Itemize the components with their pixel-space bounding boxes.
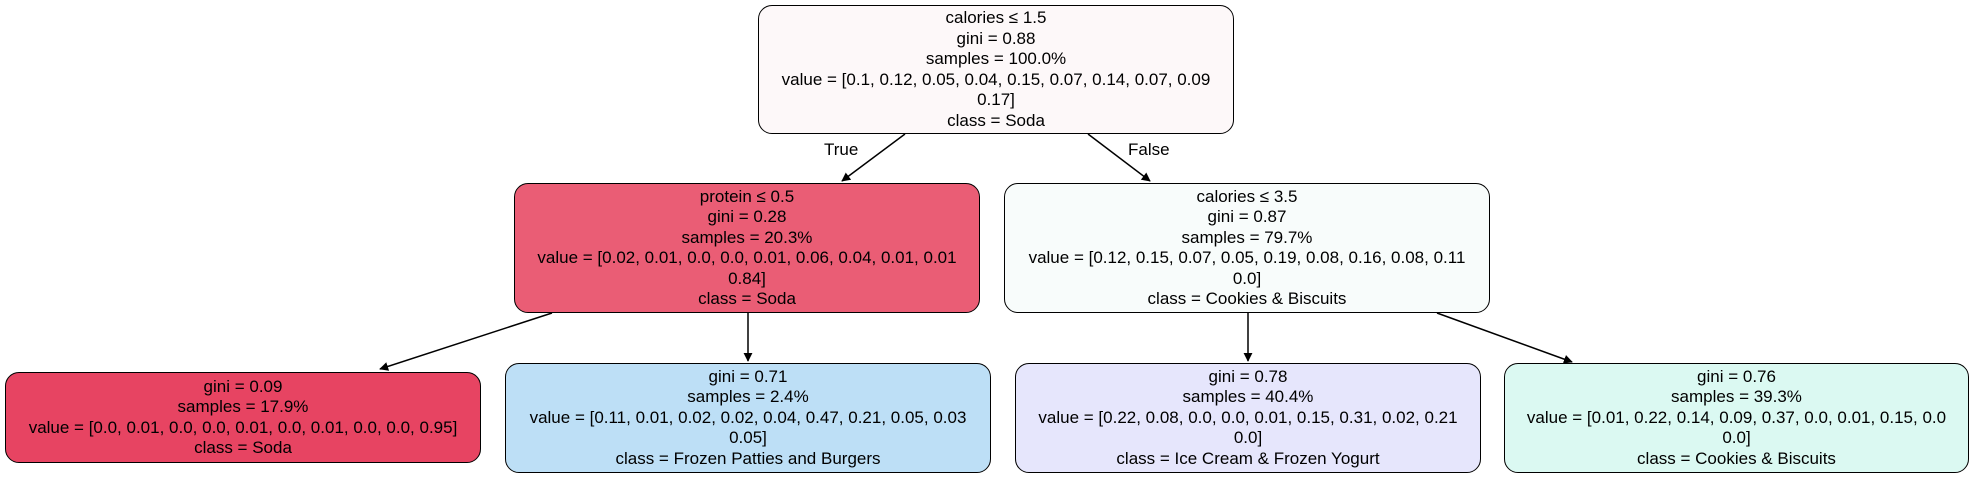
node-class: class = Soda (194, 438, 292, 457)
node-value: value = [0.12, 0.15, 0.07, 0.05, 0.19, 0… (1028, 248, 1466, 267)
node-class: class = Frozen Patties and Burgers (615, 448, 881, 468)
node-value-cont: 0.17] (977, 90, 1015, 109)
node-samples: samples = 79.7% (1181, 227, 1313, 247)
node-class: class = Ice Cream & Frozen Yogurt (1116, 448, 1380, 468)
node-value: value = [0.0, 0.01, 0.0, 0.0, 0.01, 0.0,… (28, 417, 458, 437)
tree-leaf-lr: gini = 0.71 samples = 2.4% value = [0.11… (505, 363, 991, 473)
node-value: value = [0.1, 0.12, 0.05, 0.04, 0.15, 0.… (781, 69, 1211, 89)
node-samples: samples = 39.3% (1671, 387, 1802, 407)
edge-root-left (841, 133, 906, 182)
node-gini: gini = 0.88 (956, 28, 1036, 48)
node-samples: samples = 40.4% (1182, 387, 1314, 407)
node-split: calories ≤ 3.5 (1196, 186, 1298, 206)
node-split: protein ≤ 0.5 (699, 186, 795, 206)
node-value-cont: 0.0] (1722, 428, 1751, 448)
edge-root-right (1087, 133, 1151, 182)
tree-leaf-rl: gini = 0.78 samples = 40.4% value = [0.2… (1015, 363, 1481, 473)
node-samples: samples = 2.4% (687, 387, 809, 407)
node-value: value = [0.01, 0.22, 0.14, 0.09, 0.37, 0… (1526, 407, 1947, 427)
node-class: class = Cookies & Biscuits (1147, 289, 1347, 308)
node-class: class = Cookies & Biscuits (1637, 448, 1836, 468)
node-value: value = [0.11, 0.01, 0.02, 0.02, 0.04, 0… (529, 407, 967, 427)
node-gini: gini = 0.78 (1208, 366, 1288, 386)
node-samples: samples = 20.3% (681, 227, 813, 247)
node-value-cont: 0.05] (729, 428, 767, 448)
node-samples: samples = 100.0% (925, 49, 1067, 68)
node-gini: gini = 0.76 (1697, 366, 1776, 386)
node-gini: gini = 0.71 (708, 366, 788, 386)
node-gini: gini = 0.09 (203, 376, 283, 396)
tree-node-left: protein ≤ 0.5 gini = 0.28 samples = 20.3… (514, 183, 980, 313)
node-value: value = [0.02, 0.01, 0.0, 0.0, 0.01, 0.0… (537, 248, 957, 267)
edge-right-rr (1436, 312, 1573, 364)
node-gini: gini = 0.28 (707, 207, 787, 226)
tree-leaf-ll: gini = 0.09 samples = 17.9% value = [0.0… (5, 372, 481, 463)
edge-left-ll (379, 312, 553, 371)
tree-node-root: calories ≤ 1.5 gini = 0.88 samples = 100… (758, 5, 1234, 134)
node-split: calories ≤ 1.5 (945, 8, 1047, 27)
node-value: value = [0.22, 0.08, 0.0, 0.0, 0.01, 0.1… (1038, 407, 1458, 427)
tree-leaf-rr: gini = 0.76 samples = 39.3% value = [0.0… (1504, 363, 1969, 473)
edge-label-true: True (824, 140, 859, 159)
node-class: class = Soda (947, 110, 1045, 130)
node-gini: gini = 0.87 (1207, 207, 1287, 226)
node-value-cont: 0.0] (1232, 268, 1262, 288)
node-value-cont: 0.0] (1233, 428, 1263, 448)
edge-label-false: False (1128, 140, 1170, 159)
node-samples: samples = 17.9% (177, 397, 309, 416)
node-class: class = Soda (698, 289, 796, 308)
tree-node-right: calories ≤ 3.5 gini = 0.87 samples = 79.… (1004, 183, 1490, 313)
node-value-cont: 0.84] (728, 268, 766, 288)
